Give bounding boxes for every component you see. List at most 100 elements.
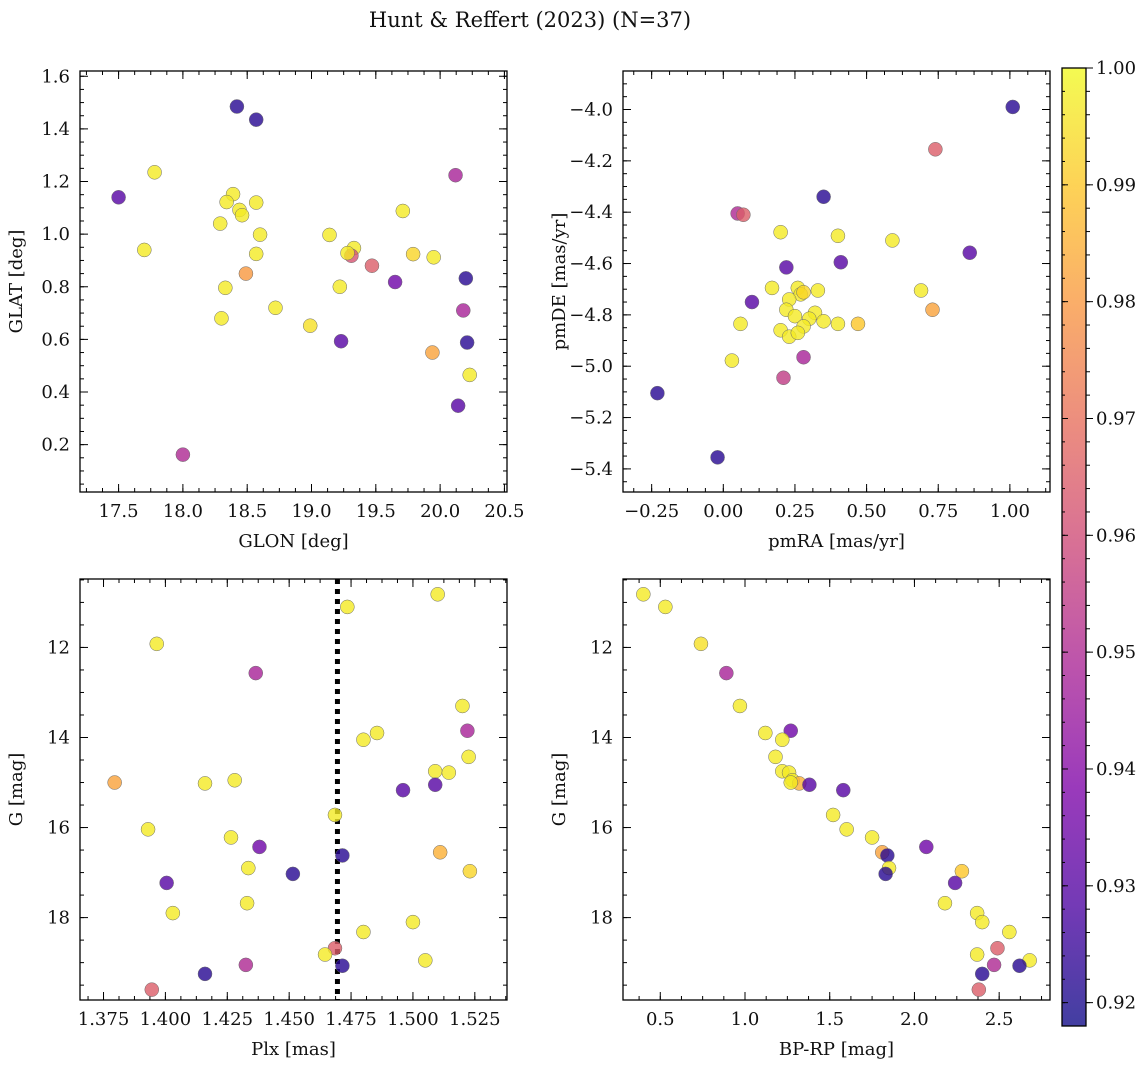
scatter-point	[238, 266, 254, 281]
colorbar-tick-label: 0.96	[1096, 525, 1136, 546]
panel-glon-glat: 17.5 18.0 18.5 19.0 19.5 20.0 20.5 0.2 0.4 0.6 0.8…	[6, 66, 524, 552]
y-tick-label: 0.8	[41, 277, 70, 298]
scatter-point	[796, 285, 811, 300]
scatter-point	[425, 345, 440, 360]
scatter-point	[356, 924, 371, 940]
scatter-point	[733, 316, 748, 332]
scatter-point	[937, 895, 953, 911]
scatter-point	[369, 725, 385, 741]
scatter-point	[986, 957, 1002, 973]
x-tick-label: 1.0	[731, 1009, 760, 1030]
scatter-point	[137, 242, 152, 258]
scatter-point	[387, 274, 403, 290]
x-tick-label: 1.400	[140, 1009, 192, 1030]
scatter-point	[736, 207, 751, 223]
scatter-point	[880, 848, 895, 863]
scatter-point	[1005, 99, 1020, 115]
panel-plx-g: 1.375 1.400 1.425 1.450 1.475 1.500 1.525 12 14 1…	[6, 578, 508, 1060]
scatter-point	[450, 398, 466, 413]
scatter-point	[947, 875, 963, 891]
scatter-point	[317, 947, 333, 962]
x-tick-label: 0.75	[918, 501, 958, 522]
y-tick-label: 18	[47, 908, 70, 929]
scatter-point	[783, 723, 798, 738]
axes-frame	[79, 70, 508, 493]
scatter-point	[364, 258, 380, 273]
scatter-point	[405, 914, 421, 930]
scatter-point	[990, 940, 1005, 956]
axes-frame	[622, 578, 1051, 1001]
scatter-point	[241, 860, 256, 876]
scatter-point	[426, 250, 441, 265]
scatter-point	[332, 279, 348, 295]
y-axis-label: G [mag]	[549, 753, 570, 826]
scatter-point	[322, 227, 337, 243]
scatter-point	[744, 294, 760, 310]
x-tick-label: 18.5	[227, 501, 267, 522]
scatter-point	[418, 953, 433, 968]
scatter-point	[197, 776, 213, 791]
scatter-point	[974, 914, 990, 930]
scatter-point	[462, 367, 477, 383]
scatter-point	[252, 839, 267, 855]
scatter-point	[783, 775, 798, 790]
scatter-point	[836, 782, 851, 798]
x-tick-label: 17.5	[99, 501, 139, 522]
y-tick-label: −4.4	[569, 202, 613, 223]
scatter-point	[335, 848, 350, 863]
x-tick-label: 1.425	[202, 1009, 254, 1030]
scatter-point	[830, 228, 846, 244]
scatter-point	[710, 450, 725, 465]
scatter-point	[333, 333, 349, 349]
scatter-point	[140, 822, 156, 837]
scatter-point	[268, 300, 283, 316]
y-tick-label: 1.0	[41, 224, 70, 245]
scatter-point	[432, 845, 448, 860]
scatter-point	[302, 318, 318, 333]
y-tick-label: 0.4	[41, 382, 70, 403]
scatter-point	[758, 725, 773, 741]
colorbar-tick-label: 0.94	[1096, 759, 1136, 780]
axes-frame	[622, 70, 1051, 493]
colorbar-tick-label: 0.95	[1096, 642, 1136, 663]
scatter-point	[165, 905, 181, 921]
y-axis-label: G [mag]	[6, 753, 27, 826]
y-tick-label: 0.2	[41, 435, 70, 456]
scatter-point	[427, 764, 443, 779]
x-tick-label: 2.5	[985, 1009, 1014, 1030]
scatter-point	[768, 749, 783, 765]
y-tick-label: 12	[590, 637, 613, 658]
scatter-point	[248, 112, 264, 127]
y-tick-label: 18	[590, 908, 613, 929]
colorbar-tick-label: 0.97	[1096, 408, 1136, 429]
scatter-point	[107, 775, 122, 790]
y-tick-label: 16	[590, 818, 613, 839]
x-tick-label: 1.450	[263, 1009, 315, 1030]
panel-bprp-g: 0.5 1.0 1.5 2.0 2.5 12 14 16 18 BP-RP [mag] G [mag…	[549, 578, 1051, 1060]
scatter-point	[974, 966, 990, 982]
scatter-point	[335, 958, 350, 974]
x-tick-label: 1.00	[990, 501, 1030, 522]
scatter-point	[459, 335, 475, 350]
x-tick-label: 2.0	[900, 1009, 929, 1030]
scatter-point	[427, 777, 443, 793]
figure-title: Hunt & Reffert (2023) (N=37)	[369, 8, 691, 32]
y-tick-label: 14	[47, 727, 70, 748]
scatter-point	[285, 866, 301, 882]
scatter-point	[839, 822, 854, 837]
x-axis-label: Plx [mas]	[251, 1039, 336, 1060]
scatter-point	[816, 189, 831, 205]
scatter-point	[693, 636, 709, 652]
scatter-point	[1012, 958, 1027, 974]
scatter-point	[816, 314, 831, 329]
scatter-point	[456, 303, 471, 318]
scatter-point	[340, 599, 355, 615]
scatter-point	[159, 875, 174, 891]
x-tick-label: 1.375	[78, 1009, 130, 1030]
scatter-point	[430, 587, 445, 602]
colorbar-tick-label: 0.92	[1096, 993, 1136, 1014]
scatter-point	[441, 765, 457, 780]
scatter-point	[219, 194, 234, 210]
scatter-point	[175, 447, 191, 462]
